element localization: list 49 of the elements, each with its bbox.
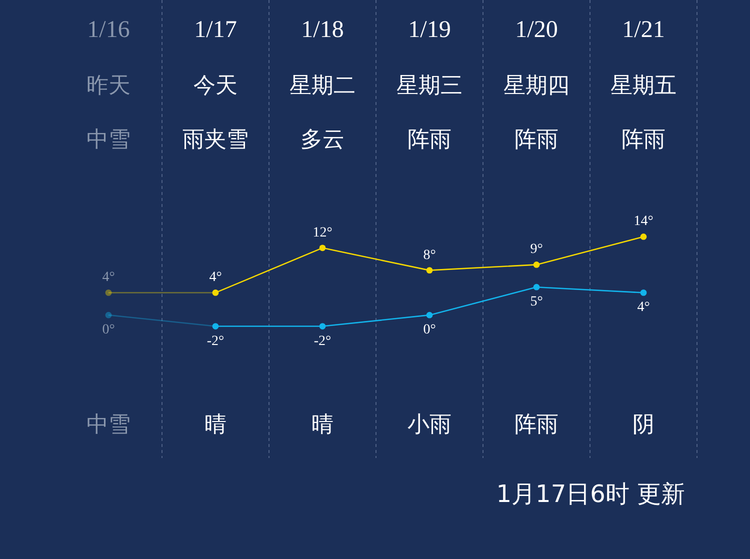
point: [640, 289, 647, 296]
point: [212, 289, 219, 296]
data-label: -2°: [206, 334, 224, 349]
data-label: -2°: [314, 334, 332, 349]
text: 星期二: [290, 74, 356, 98]
text: 晴: [204, 412, 226, 438]
point: [533, 284, 540, 290]
data-label: 4°: [637, 300, 650, 316]
x-tick-label: 1/20: [515, 17, 558, 43]
data-label: 4°: [102, 270, 115, 286]
text: 中雪: [86, 128, 130, 152]
data-label: 4°: [209, 270, 222, 286]
x-tick-label: 1/17: [194, 17, 237, 43]
text: 1月17日6时 更新: [496, 480, 685, 508]
text: 阵雨: [408, 128, 452, 152]
text: 阴: [632, 412, 654, 438]
text: 晴: [312, 412, 334, 438]
x-tick-label: 1/16: [87, 17, 130, 43]
text: 星期三: [396, 74, 462, 98]
text: 雨夹雪: [182, 128, 248, 152]
x-tick-label: 1/21: [622, 17, 665, 43]
text: 阵雨: [514, 128, 558, 152]
point: [426, 312, 433, 318]
data-label: 12°: [312, 225, 332, 240]
text: 小雨: [408, 412, 452, 438]
text: 星期五: [610, 74, 676, 98]
data-label: 0°: [102, 322, 115, 338]
point: [533, 262, 540, 268]
data-label: 14°: [634, 214, 654, 230]
point: [640, 234, 647, 240]
point: [105, 289, 112, 296]
x-tick-label: 1/18: [301, 17, 344, 43]
x-tick-label: 1/19: [408, 17, 451, 43]
point: [105, 312, 112, 318]
text: 昨天: [86, 74, 130, 98]
point: [426, 267, 433, 274]
data-label: 9°: [530, 242, 543, 258]
data-label: 0°: [423, 322, 436, 338]
text: 星期四: [504, 74, 570, 98]
text: 阵雨: [622, 128, 666, 152]
text: 多云: [300, 128, 344, 152]
text: 中雪: [86, 412, 130, 438]
text: 阵雨: [514, 412, 558, 438]
data-label: 5°: [530, 294, 543, 310]
point: [319, 323, 326, 330]
data-label: 8°: [423, 248, 436, 263]
point: [212, 323, 219, 330]
text: 今天: [194, 74, 238, 98]
point: [319, 244, 326, 252]
